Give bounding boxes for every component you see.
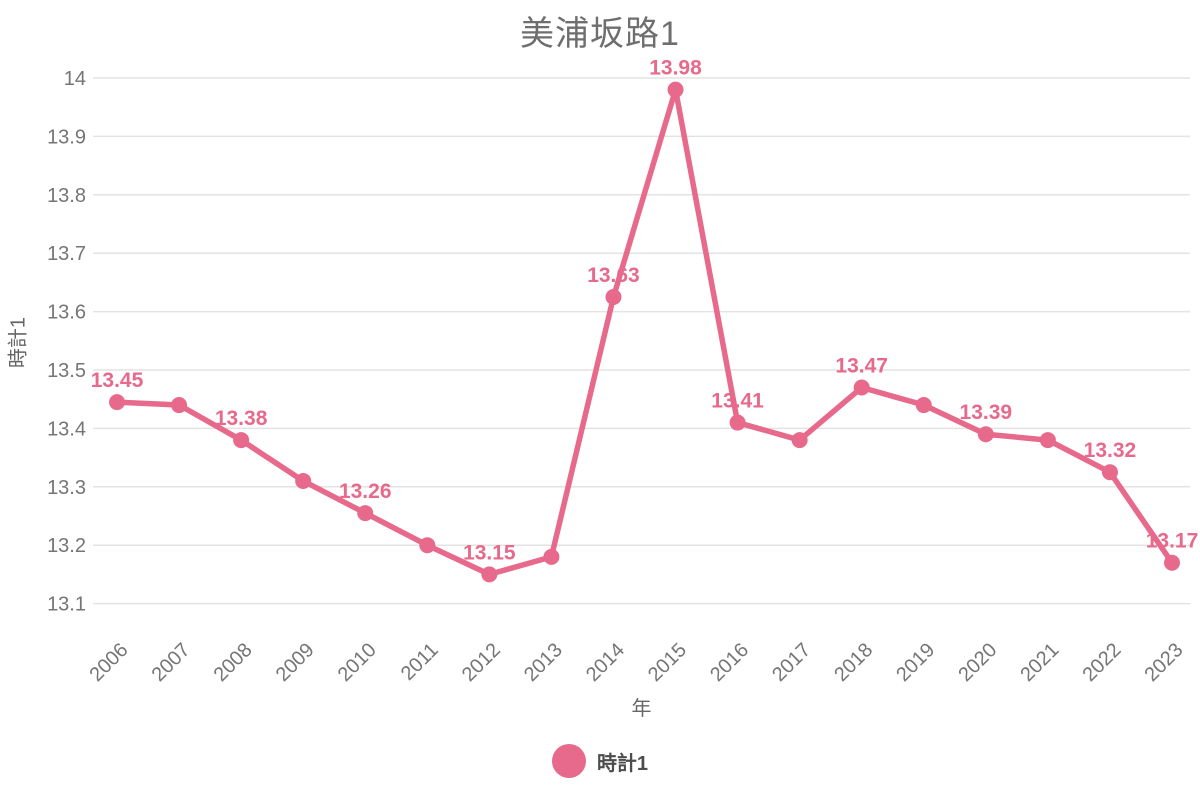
data-point-label: 13.41 xyxy=(711,390,764,413)
legend: 時計1 xyxy=(0,744,1200,778)
y-axis-title: 時計1 xyxy=(7,316,30,369)
data-point-marker[interactable] xyxy=(357,505,374,522)
data-point-marker[interactable] xyxy=(419,537,436,554)
legend-series-circle-icon xyxy=(551,744,586,778)
data-point-marker[interactable] xyxy=(233,432,250,449)
x-tick-label: 2010 xyxy=(334,639,381,686)
legend-series-label: 時計1 xyxy=(596,752,649,775)
data-point-label: 13.98 xyxy=(649,57,702,80)
data-point-marker[interactable] xyxy=(915,397,932,414)
x-tick-label: 2017 xyxy=(768,639,815,686)
x-tick-label: 2009 xyxy=(272,639,319,686)
data-point-marker[interactable] xyxy=(109,394,125,411)
data-point-marker[interactable] xyxy=(295,472,312,489)
data-point-marker[interactable] xyxy=(605,289,622,305)
x-tick-label: 2007 xyxy=(148,639,195,686)
x-tick-label: 2016 xyxy=(706,639,753,686)
y-tick-label: 13.6 xyxy=(47,302,86,324)
x-tick-label: 2021 xyxy=(1016,639,1063,686)
y-tick-label: 13.1 xyxy=(47,594,86,616)
x-tick-label: 2015 xyxy=(644,639,691,686)
data-point-label: 13.15 xyxy=(463,541,516,564)
x-tick-label: 2018 xyxy=(830,639,877,686)
x-tick-label: 2023 xyxy=(1141,639,1188,686)
data-point-marker[interactable] xyxy=(729,414,746,431)
y-tick-label: 13.4 xyxy=(47,418,86,440)
line-chart-plot: 14 13.9 13.8 13.7 13.6 13.5 13.4 13.3 13.2 13.1 20… xyxy=(47,57,1198,686)
x-tick-label: 2022 xyxy=(1078,639,1125,686)
data-point-label: 13.32 xyxy=(1084,439,1137,462)
data-point-label: 13.38 xyxy=(215,407,268,430)
x-tick-label: 2014 xyxy=(582,639,629,686)
x-axis-title: 年 xyxy=(631,698,652,720)
data-point-marker[interactable] xyxy=(543,548,560,565)
data-point-label: 13.45 xyxy=(91,369,144,392)
data-point-marker[interactable] xyxy=(791,432,808,449)
data-point-label: 13.39 xyxy=(960,401,1013,424)
data-point-label: 13.63 xyxy=(587,264,640,287)
data-point-marker[interactable] xyxy=(171,397,188,414)
data-point-marker[interactable] xyxy=(1039,432,1056,449)
y-tick-label: 14 xyxy=(64,68,86,90)
x-tick-label: 2013 xyxy=(520,639,567,686)
data-point-marker[interactable] xyxy=(1101,464,1118,481)
y-tick-label: 13.7 xyxy=(47,243,86,265)
x-tick-label: 2019 xyxy=(892,639,939,686)
data-point-label: 13.47 xyxy=(835,355,888,378)
chart-title: 美浦坂路1 xyxy=(520,15,680,53)
data-point-label: 13.26 xyxy=(339,480,392,503)
x-tick-label: 2020 xyxy=(954,639,1001,686)
data-point-marker[interactable] xyxy=(1164,554,1180,571)
x-tick-label: 2011 xyxy=(397,639,443,685)
data-point-marker[interactable] xyxy=(481,566,498,583)
y-tick-label: 13.9 xyxy=(47,126,86,148)
y-tick-label: 13.5 xyxy=(47,360,86,382)
x-tick-label: 2012 xyxy=(458,639,505,686)
data-point-marker[interactable] xyxy=(667,81,684,98)
y-tick-label: 13.3 xyxy=(47,477,86,499)
x-tick-label: 2008 xyxy=(210,639,257,686)
y-tick-label: 13.2 xyxy=(47,535,86,557)
x-tick-label: 2006 xyxy=(86,639,133,686)
series-line xyxy=(114,86,1175,578)
legend-item[interactable]: 時計1 xyxy=(551,744,649,778)
data-point-marker[interactable] xyxy=(853,379,870,396)
y-tick-label: 13.8 xyxy=(47,185,86,207)
data-point-marker[interactable] xyxy=(977,426,994,443)
